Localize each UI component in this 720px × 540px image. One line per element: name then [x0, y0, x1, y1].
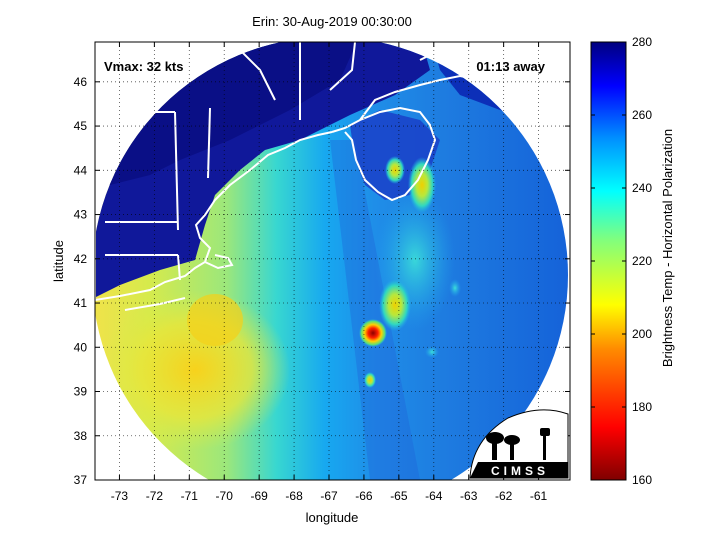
y-axis-label: latitude [51, 240, 66, 282]
cold-core-feature [359, 319, 387, 347]
y-tick-label: 37 [74, 473, 88, 487]
x-tick-label: -62 [495, 489, 513, 503]
colorbar-tick-label: 260 [632, 108, 652, 122]
x-tick-label: -61 [530, 489, 548, 503]
time-away-annotation: 01:13 away [476, 59, 545, 74]
y-tick-label: 39 [74, 385, 88, 399]
x-tick-label: -65 [390, 489, 408, 503]
x-axis-ticks: -73 -72 -71 -70 -69 -68 -67 -66 -65 -64 -63 -62 -61 [111, 42, 548, 503]
x-tick-label: -64 [425, 489, 443, 503]
cimss-logo: CIMSS [469, 409, 569, 479]
colorbar-tick-label: 200 [632, 327, 652, 341]
x-tick-label: -67 [320, 489, 338, 503]
colorbar-tick-label: 180 [632, 400, 652, 414]
swath-seam-band [330, 140, 420, 480]
small-cell-3 [449, 279, 461, 297]
rainband-north [408, 157, 436, 213]
vmax-annotation: Vmax: 32 kts [104, 59, 184, 74]
colorbar-label: Brightness Temp - Horizontal Polarizatio… [660, 129, 675, 367]
colorbar-tick-label: 240 [632, 181, 652, 195]
x-tick-label: -71 [181, 489, 199, 503]
x-tick-label: -69 [250, 489, 268, 503]
y-tick-label: 40 [74, 340, 88, 354]
y-tick-label: 44 [74, 163, 88, 177]
plot-frame [94, 41, 571, 481]
logo-text: CIMSS [491, 464, 549, 478]
small-cell-2 [425, 346, 439, 358]
warm-ocean-core [187, 294, 243, 346]
x-tick-label: -70 [216, 489, 234, 503]
y-axis-ticks: 37 38 39 40 41 42 43 44 45 46 [74, 75, 570, 487]
y-tick-label: 42 [74, 252, 88, 266]
y-tick-label: 45 [74, 119, 88, 133]
small-cell-1 [364, 372, 376, 388]
x-tick-label: -72 [146, 489, 164, 503]
y-tick-label: 38 [74, 429, 88, 443]
rainband-mid [379, 279, 411, 331]
colorbar-tick-label: 160 [632, 473, 652, 487]
colorbar-tick-label: 280 [632, 35, 652, 49]
x-tick-label: -73 [111, 489, 129, 503]
y-tick-label: 41 [74, 296, 88, 310]
colorbar-ticks: 160 180 200 220 240 260 280 [591, 35, 652, 487]
chart-title: Erin: 30-Aug-2019 00:30:00 [252, 14, 412, 29]
colorbar [590, 41, 627, 481]
y-tick-label: 43 [74, 208, 88, 222]
warm-ocean-area [100, 290, 290, 450]
x-tick-label: -68 [285, 489, 303, 503]
colorbar-tick-label: 220 [632, 254, 652, 268]
x-tick-label: -63 [460, 489, 478, 503]
x-tick-label: -66 [355, 489, 373, 503]
coastlines [95, 42, 549, 311]
y-tick-label: 46 [74, 75, 88, 89]
x-axis-label: longitude [306, 510, 359, 525]
